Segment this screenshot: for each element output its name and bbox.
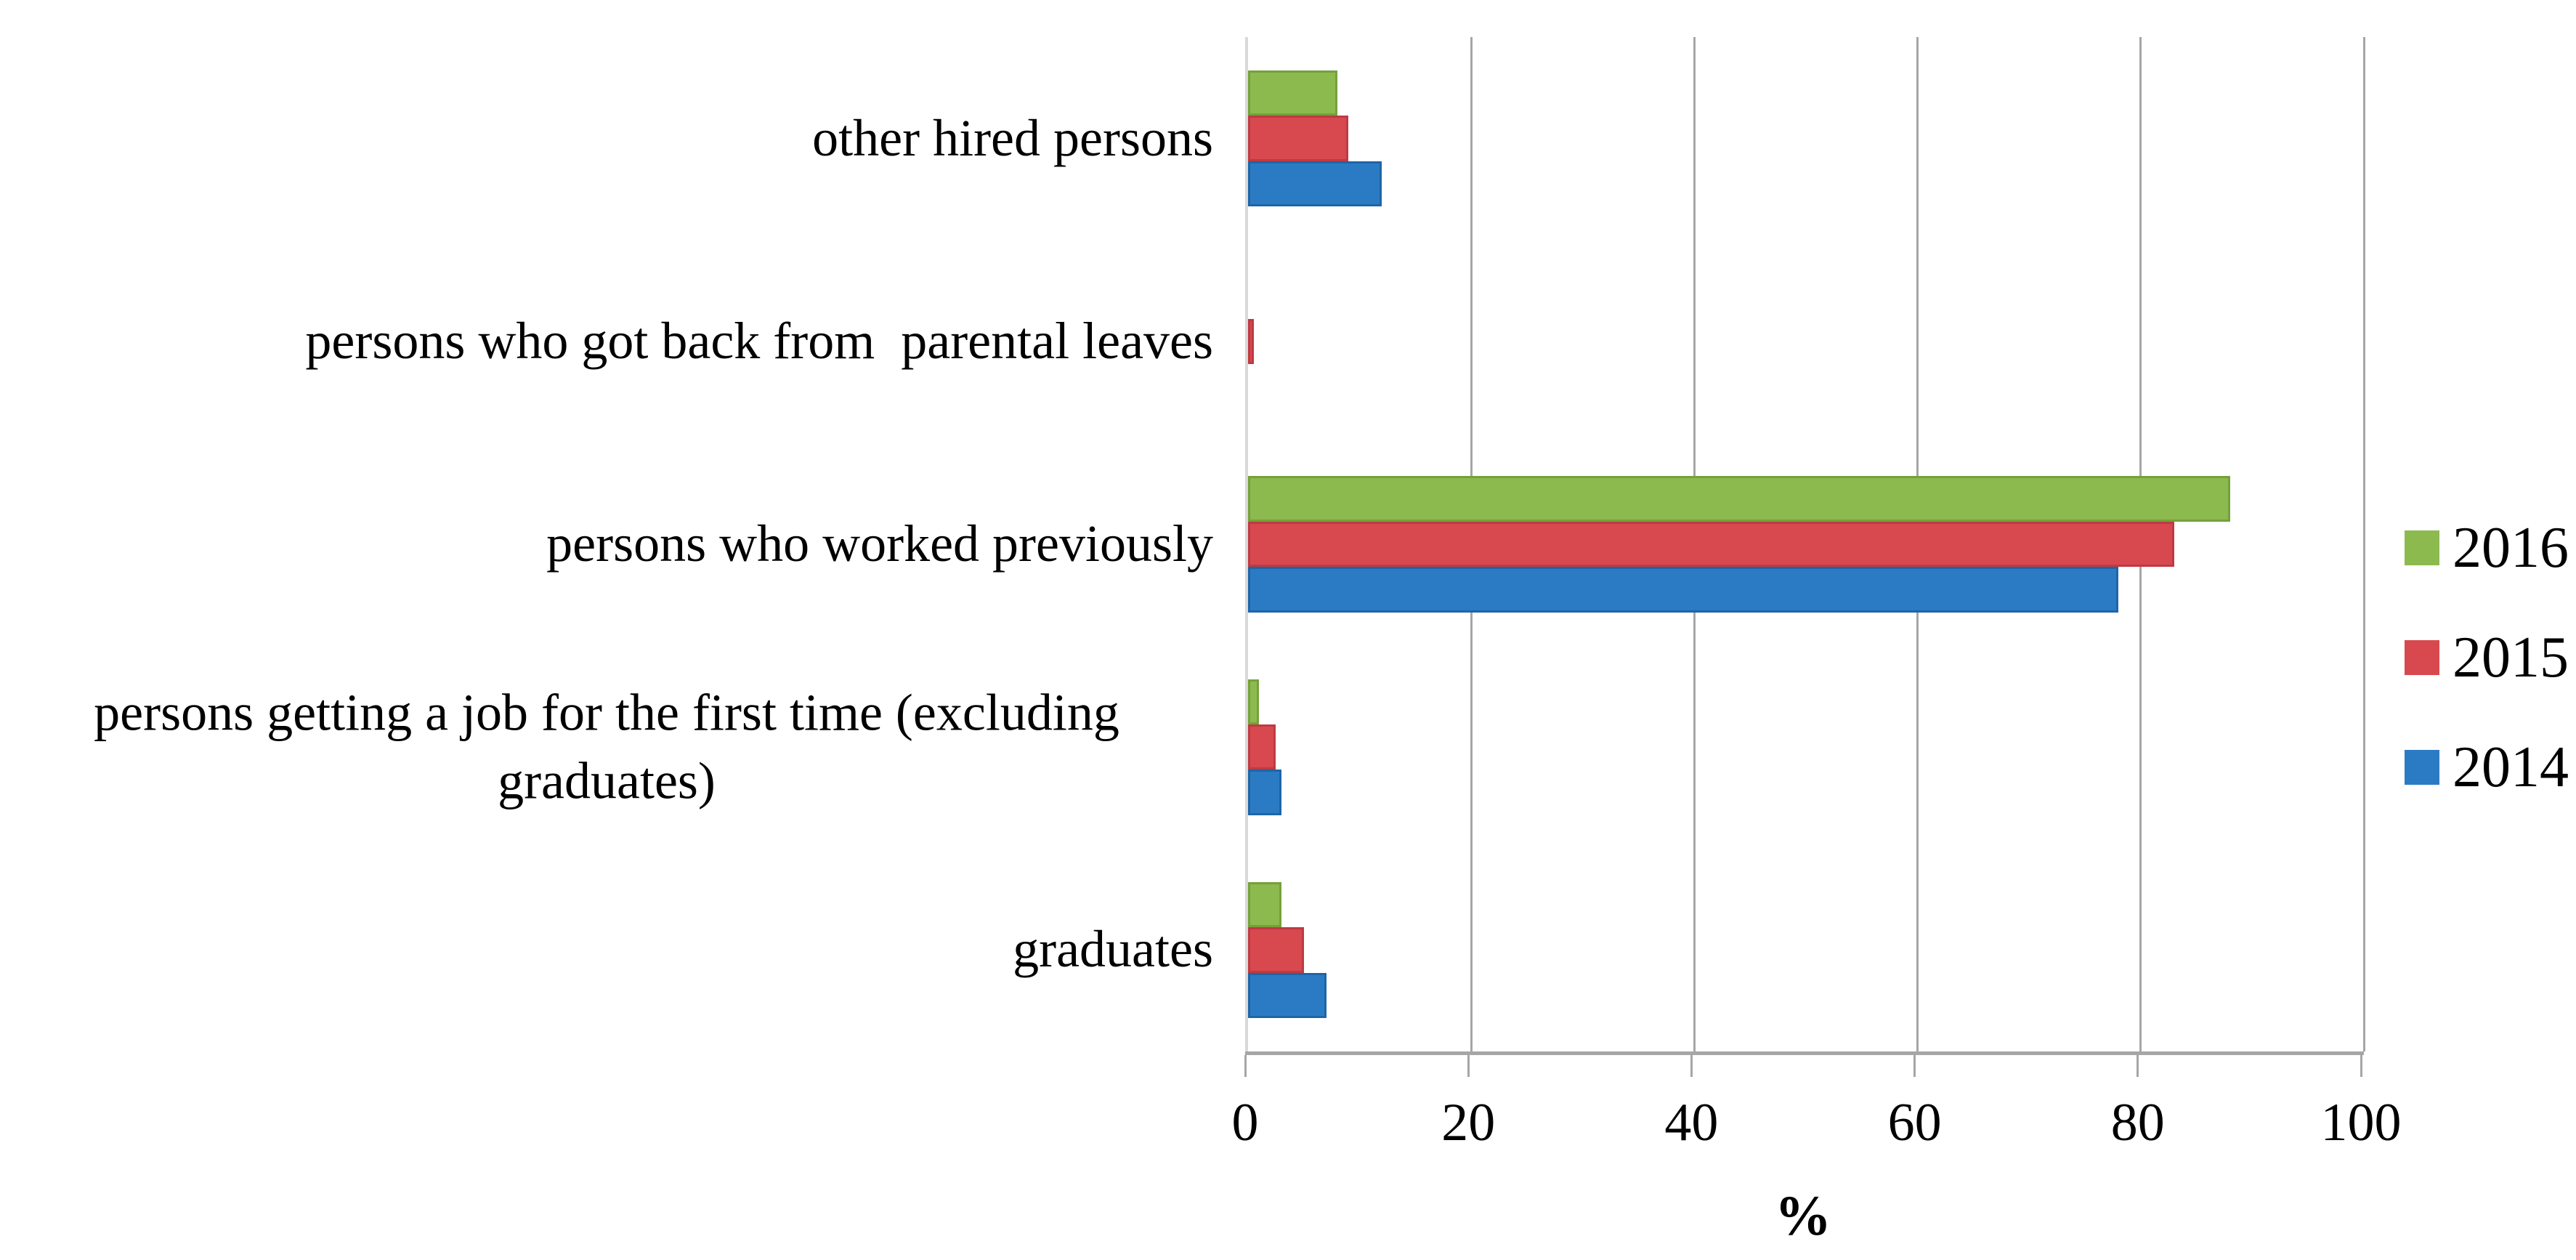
x-tick-80 <box>2136 1055 2139 1077</box>
bar-2015-category-2 <box>1248 521 2174 568</box>
x-tick-20 <box>1467 1055 1470 1077</box>
x-tick-label-100: 100 <box>2320 1093 2402 1152</box>
legend-label-2015: 2015 <box>2453 626 2569 690</box>
bar-2015-category-4 <box>1248 927 1304 973</box>
x-tick-label-80: 80 <box>2110 1093 2165 1152</box>
bar-2014-category-2 <box>1248 567 2119 613</box>
legend-swatch-2014 <box>2405 750 2439 785</box>
x-axis-line <box>1245 1051 2364 1055</box>
legend-swatch-2016 <box>2405 530 2439 565</box>
bar-2015-category-1 <box>1248 318 1254 364</box>
bar-2016-category-2 <box>1248 476 2230 522</box>
x-tick-60 <box>1913 1055 1916 1077</box>
x-tick-label-20: 20 <box>1441 1093 1496 1152</box>
category-label-1: persons who got back from parental leave… <box>305 312 1213 370</box>
category-label-3: persons getting a job for the first time… <box>94 683 1133 810</box>
x-tick-label-60: 60 <box>1887 1093 1942 1152</box>
bar-2016-category-3 <box>1248 679 1260 724</box>
legend-swatch-2015 <box>2405 640 2439 675</box>
bar-2014-category-3 <box>1248 770 1282 815</box>
x-tick-label-40: 40 <box>1664 1093 1719 1152</box>
x-tick-0 <box>1244 1055 1247 1077</box>
bar-2015-category-3 <box>1248 724 1276 770</box>
bar-2014-category-0 <box>1248 161 1382 207</box>
legend-label-2016: 2016 <box>2453 516 2569 580</box>
category-label-4: graduates <box>1013 920 1213 979</box>
plot-area <box>1245 37 2365 1051</box>
x-tick-40 <box>1690 1055 1693 1077</box>
category-label-0: other hired persons <box>812 108 1213 167</box>
x-tick-label-0: 0 <box>1231 1093 1259 1152</box>
bar-2015-category-0 <box>1248 116 1349 161</box>
legend-label-2014: 2014 <box>2453 735 2569 799</box>
x-axis-title: % <box>1775 1184 1831 1247</box>
category-label-2: persons who worked previously <box>546 514 1213 573</box>
bar-2014-category-4 <box>1248 972 1327 1018</box>
gridline-x-100 <box>2362 37 2365 1051</box>
x-tick-100 <box>2360 1055 2362 1077</box>
bar-2016-category-4 <box>1248 881 1282 928</box>
bar-2016-category-0 <box>1248 70 1337 116</box>
